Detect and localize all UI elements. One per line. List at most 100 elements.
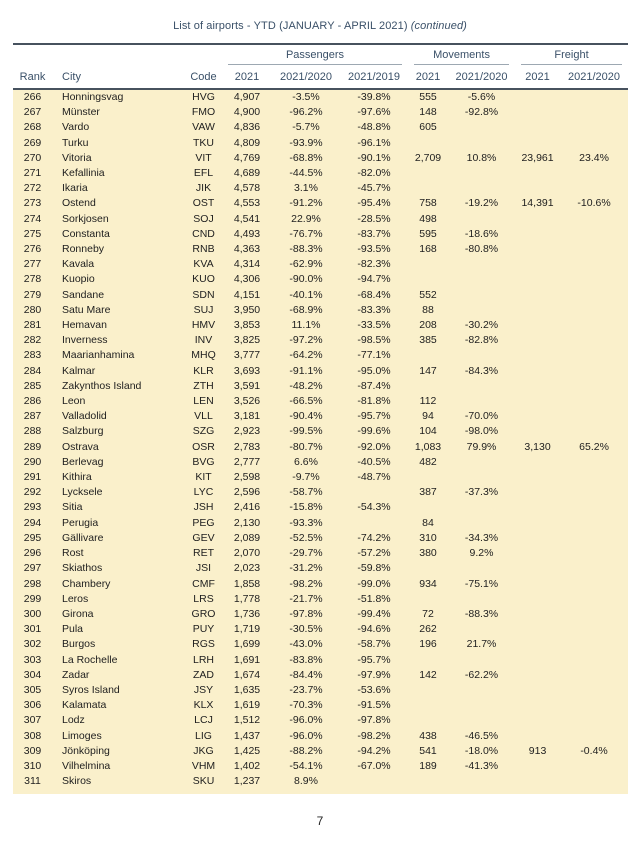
table-row: 269 Turku TKU 4,809 -93.9% -96.1% xyxy=(13,135,629,151)
cell-movements-2021 xyxy=(408,135,449,151)
cell-movements-2021-2020: -19.2% xyxy=(448,196,516,212)
cell-passengers-2021: 3,777 xyxy=(222,348,272,364)
cell-passengers-2021: 2,089 xyxy=(222,530,272,547)
cell-movements-2021 xyxy=(408,652,449,668)
cell-rank: 281 xyxy=(13,318,52,334)
cell-movements-2021-2020 xyxy=(448,211,516,227)
table-row: 291 Kithira KIT 2,598 -9.7% -48.7% xyxy=(13,470,629,486)
cell-passengers-2021-2020: -88.3% xyxy=(272,242,340,258)
cell-freight-2021-2020 xyxy=(560,272,629,288)
cell-passengers-2021: 4,541 xyxy=(222,211,272,227)
cell-city: Kuopio xyxy=(52,272,185,288)
cell-passengers-2021-2020: -66.5% xyxy=(272,394,340,410)
cell-passengers-2021-2020: 11.1% xyxy=(272,318,340,334)
cell-movements-2021-2020 xyxy=(448,348,516,364)
cell-code: VHM xyxy=(185,758,222,775)
cell-city: Turku xyxy=(52,135,185,151)
cell-passengers-2021-2020: -83.8% xyxy=(272,652,340,668)
cell-movements-2021-2020 xyxy=(448,652,516,668)
cell-freight-2021 xyxy=(515,515,561,531)
table-row: 296 Rost RET 2,070 -29.7% -57.2% 380 9.2% xyxy=(13,546,629,562)
cell-passengers-2021-2020: -48.2% xyxy=(272,378,340,395)
cell-movements-2021: 147 xyxy=(408,363,449,379)
cell-city: Chambery xyxy=(52,576,185,592)
cell-city: Ikaria xyxy=(52,181,185,197)
table-row: 308 Limoges LIG 1,437 -96.0% -98.2% 438 -46.5% xyxy=(13,728,629,744)
cell-movements-2021: 208 xyxy=(408,318,449,334)
cell-freight-2021 xyxy=(515,637,561,653)
column-header-rank: Rank xyxy=(13,65,52,90)
cell-passengers-2021-2020: -15.8% xyxy=(272,500,340,516)
table-row: 270 Vitoria VIT 4,769 -68.8% -90.1% 2,709 10.8%… xyxy=(13,150,629,167)
cell-passengers-2021: 2,777 xyxy=(222,454,272,471)
cell-freight-2021 xyxy=(515,287,561,303)
cell-movements-2021-2020: -34.3% xyxy=(448,530,516,547)
cell-city: Limoges xyxy=(52,728,185,744)
cell-passengers-2021: 1,619 xyxy=(222,698,272,714)
cell-freight-2021 xyxy=(515,226,561,243)
cell-passengers-2021-2020: -54.1% xyxy=(272,758,340,775)
cell-passengers-2021-2020: -93.9% xyxy=(272,135,340,151)
cell-rank: 290 xyxy=(13,454,52,471)
cell-movements-2021-2020: -92.8% xyxy=(448,105,516,121)
cell-passengers-2021-2019: -99.6% xyxy=(340,424,409,440)
cell-code: JSY xyxy=(185,682,222,699)
cell-freight-2021-2020 xyxy=(560,394,629,410)
cell-freight-2021 xyxy=(515,211,561,227)
cell-passengers-2021-2020: -88.2% xyxy=(272,743,340,759)
cell-freight-2021 xyxy=(515,667,561,683)
cell-rank: 307 xyxy=(13,713,52,729)
cell-freight-2021 xyxy=(515,181,561,197)
cell-movements-2021: 1,083 xyxy=(408,439,449,455)
cell-code: ZTH xyxy=(185,378,222,395)
cell-passengers-2021-2020: -84.4% xyxy=(272,667,340,683)
cell-passengers-2021-2019: -92.0% xyxy=(340,439,409,455)
page-title-text: List of airports - YTD (JANUARY - APRIL … xyxy=(173,20,408,32)
cell-rank: 302 xyxy=(13,637,52,653)
cell-city: Kefallinia xyxy=(52,166,185,182)
cell-movements-2021: 148 xyxy=(408,105,449,121)
cell-freight-2021-2020: -0.4% xyxy=(560,743,629,759)
cell-rank: 295 xyxy=(13,530,52,547)
cell-passengers-2021-2020: -68.8% xyxy=(272,150,340,167)
cell-code: FMO xyxy=(185,105,222,121)
cell-passengers-2021-2019: -97.8% xyxy=(340,713,409,729)
cell-movements-2021: 189 xyxy=(408,758,449,775)
column-header-freight-2021-2020: 2021/2020 xyxy=(560,65,629,90)
cell-passengers-2021-2019: -94.2% xyxy=(340,743,409,759)
cell-code: JIK xyxy=(185,181,222,197)
cell-freight-2021 xyxy=(515,454,561,471)
cell-movements-2021-2020 xyxy=(448,561,516,577)
cell-movements-2021-2020: -18.6% xyxy=(448,226,516,243)
cell-city: Leon xyxy=(52,394,185,410)
cell-passengers-2021-2020: -62.9% xyxy=(272,257,340,273)
cell-passengers-2021-2020: 3.1% xyxy=(272,181,340,197)
cell-freight-2021 xyxy=(515,394,561,410)
cell-rank: 271 xyxy=(13,166,52,182)
cell-movements-2021 xyxy=(408,470,449,486)
cell-passengers-2021: 3,181 xyxy=(222,409,272,425)
cell-freight-2021-2020 xyxy=(560,500,629,516)
cell-passengers-2021-2019: -51.8% xyxy=(340,591,409,607)
cell-movements-2021: 168 xyxy=(408,242,449,258)
cell-freight-2021-2020 xyxy=(560,287,629,303)
cell-passengers-2021-2019: -77.1% xyxy=(340,348,409,364)
cell-rank: 284 xyxy=(13,363,52,379)
cell-movements-2021-2020: 79.9% xyxy=(448,439,516,455)
cell-freight-2021 xyxy=(515,713,561,729)
cell-freight-2021-2020 xyxy=(560,89,629,106)
cell-movements-2021-2020: -88.3% xyxy=(448,606,516,623)
cell-freight-2021-2020 xyxy=(560,454,629,471)
table-row: 288 Salzburg SZG 2,923 -99.5% -99.6% 104 -98.0% xyxy=(13,424,629,440)
table-row: 289 Ostrava OSR 2,783 -80.7% -92.0% 1,083 79.9%… xyxy=(13,439,629,455)
cell-code: INV xyxy=(185,333,222,349)
cell-city: Münster xyxy=(52,105,185,121)
cell-freight-2021-2020 xyxy=(560,378,629,395)
cell-passengers-2021: 3,526 xyxy=(222,394,272,410)
cell-code: LCJ xyxy=(185,713,222,729)
cell-passengers-2021-2019: -96.1% xyxy=(340,135,409,151)
cell-code: CND xyxy=(185,226,222,243)
cell-movements-2021-2020 xyxy=(448,302,516,319)
cell-freight-2021-2020 xyxy=(560,758,629,775)
cell-freight-2021 xyxy=(515,606,561,623)
